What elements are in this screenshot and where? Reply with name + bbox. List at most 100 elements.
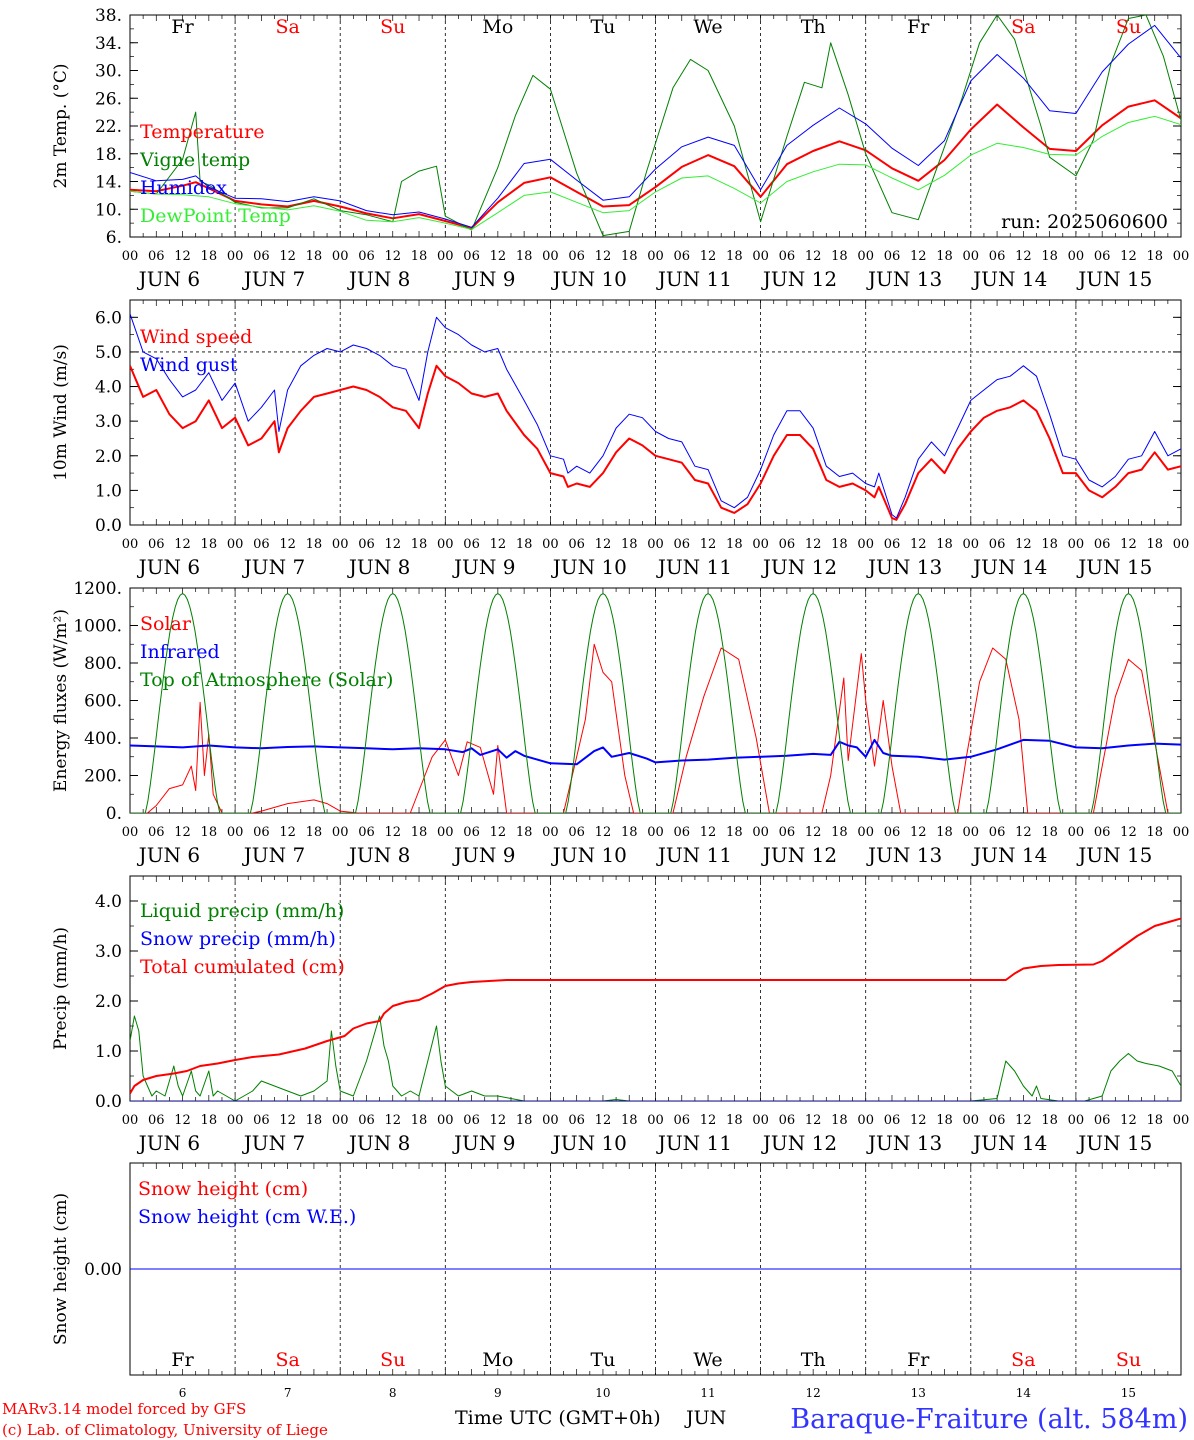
x-hour-label: 00 <box>857 249 874 264</box>
x-date-label: JUN 7 <box>242 267 305 291</box>
x-hour-label: 00 <box>227 1113 244 1128</box>
legend-entry: Top of Atmosphere (Solar) <box>140 669 393 691</box>
y-tick-label: 34. <box>95 34 122 54</box>
x-hour-label: 12 <box>910 537 927 552</box>
panel-1: 6. 10. 14. 18. 22. 26. 30. 34. 38. 2m Temp. (°C) T… <box>51 6 1189 291</box>
y-tick-label: 6.0 <box>95 308 122 328</box>
x-hour-label: 00 <box>1068 1113 1085 1128</box>
x-hour-label: 06 <box>779 825 796 840</box>
legend-entry: Temperature <box>140 121 264 143</box>
x-hour-label: 18 <box>831 537 848 552</box>
x-hour-label: 12 <box>279 537 296 552</box>
x-date-label: JUN 7 <box>242 555 305 579</box>
x-hour-label: 06 <box>779 1113 796 1128</box>
y-tick-label: 18. <box>95 145 122 165</box>
x-hour-label: 06 <box>463 825 480 840</box>
x-hour-label: 18 <box>306 1113 323 1128</box>
x-hour-label: 12 <box>805 1113 822 1128</box>
model-credit: MARv3.14 model forced by GFS <box>2 1400 246 1418</box>
x-hour-label: 12 <box>279 1113 296 1128</box>
day-name: Th <box>801 1349 826 1371</box>
y-tick-label: 1.0 <box>95 481 122 501</box>
x-date-label: JUN 8 <box>347 843 410 867</box>
y-tick-label: 14. <box>95 173 122 193</box>
x-hour-label: 18 <box>726 537 743 552</box>
x-hour-label: 18 <box>306 537 323 552</box>
x-hour-label: 18 <box>411 249 428 264</box>
x-hour-label: 18 <box>306 249 323 264</box>
x-date-label: JUN 12 <box>761 1131 837 1155</box>
day-name: Su <box>1116 16 1141 38</box>
x-date-label: JUN 9 <box>452 1131 515 1155</box>
x-date-label: JUN 14 <box>971 555 1047 579</box>
x-hour-label: 18 <box>516 537 533 552</box>
x-hour-label: 12 <box>279 825 296 840</box>
x-hour-label: 12 <box>1015 1113 1032 1128</box>
y-tick-label: 800. <box>84 654 122 674</box>
x-hour-label: 06 <box>568 1113 585 1128</box>
x-hour-label: 18 <box>411 537 428 552</box>
x-hour-label: 18 <box>621 1113 638 1128</box>
panel-5: 0.00 Snow height (cm) Snow height (cm) Snow… <box>51 1162 1182 1400</box>
x-hour-label: 18 <box>516 1113 533 1128</box>
x-hour-label: 06 <box>253 249 270 264</box>
x-date-label: JUN 10 <box>551 555 627 579</box>
x-hour-label: 12 <box>700 1113 717 1128</box>
x-date-label: JUN 6 <box>137 555 200 579</box>
day-name: Sa <box>1011 16 1035 38</box>
x-hour-label: 18 <box>936 249 953 264</box>
x-hour-label: 06 <box>989 537 1006 552</box>
x-hour-label: 12 <box>174 249 191 264</box>
x-date-label: JUN 6 <box>137 843 200 867</box>
y-tick-label: 4.0 <box>95 892 122 912</box>
y-tick-label: 1.0 <box>95 1042 122 1062</box>
x-hour-label: 00 <box>332 825 349 840</box>
x-axis-title: Time UTC (GMT+0h) <box>455 1407 661 1429</box>
x-hour-label: 12 <box>174 1113 191 1128</box>
x-hour-label: 06 <box>989 825 1006 840</box>
x-hour-label: 00 <box>1173 1113 1190 1128</box>
x-hour-label: 06 <box>148 249 165 264</box>
plot-frame <box>129 587 1182 814</box>
lab-credit: (c) Lab. of Climatology, University of L… <box>2 1421 328 1439</box>
y-tick-label: 0.00 <box>84 1260 122 1280</box>
legend-entry: Wind speed <box>140 326 252 348</box>
legend-entry: Humidex <box>140 177 227 199</box>
x-hour-label: 00 <box>1173 825 1190 840</box>
legend-entry: Solar <box>140 613 192 635</box>
x-hour-label: 18 <box>936 825 953 840</box>
x-hour-label: 00 <box>963 1113 980 1128</box>
x-date-label: JUN 9 <box>452 843 515 867</box>
x-date-label: JUN 6 <box>137 1131 200 1155</box>
x-hour-label: 12 <box>1015 537 1032 552</box>
x-date-label: JUN 15 <box>1076 843 1152 867</box>
series-line-dewpoint-temp <box>130 115 1181 230</box>
day-number: 8 <box>389 1386 397 1400</box>
x-hour-label: 00 <box>542 249 559 264</box>
x-hour-label: 12 <box>174 537 191 552</box>
x-hour-label: 06 <box>674 537 691 552</box>
x-date-label: JUN 13 <box>866 1131 942 1155</box>
x-hour-label: 00 <box>542 537 559 552</box>
x-hour-label: 06 <box>358 825 375 840</box>
x-hour-label: 06 <box>1094 825 1111 840</box>
x-hour-label: 18 <box>831 825 848 840</box>
x-hour-label: 12 <box>700 825 717 840</box>
day-number: 12 <box>806 1386 821 1400</box>
x-hour-label: 12 <box>805 825 822 840</box>
x-hour-label: 12 <box>595 1113 612 1128</box>
panel-3: 0. 200. 400. 600. 800. 1000. 1200.Energy fluxe… <box>51 579 1190 867</box>
x-hour-label: 00 <box>437 825 454 840</box>
day-name: Fr <box>171 1349 194 1371</box>
y-tick-label: 0. <box>106 804 122 824</box>
day-name: Fr <box>907 16 930 38</box>
day-name: Su <box>1116 1349 1141 1371</box>
x-hour-label: 00 <box>857 1113 874 1128</box>
x-hour-label: 00 <box>332 249 349 264</box>
day-name: Sa <box>275 16 299 38</box>
x-hour-label: 12 <box>384 825 401 840</box>
x-date-label: JUN 10 <box>551 267 627 291</box>
x-hour-label: 12 <box>490 249 507 264</box>
x-hour-label: 12 <box>384 537 401 552</box>
x-hour-label: 06 <box>463 1113 480 1128</box>
